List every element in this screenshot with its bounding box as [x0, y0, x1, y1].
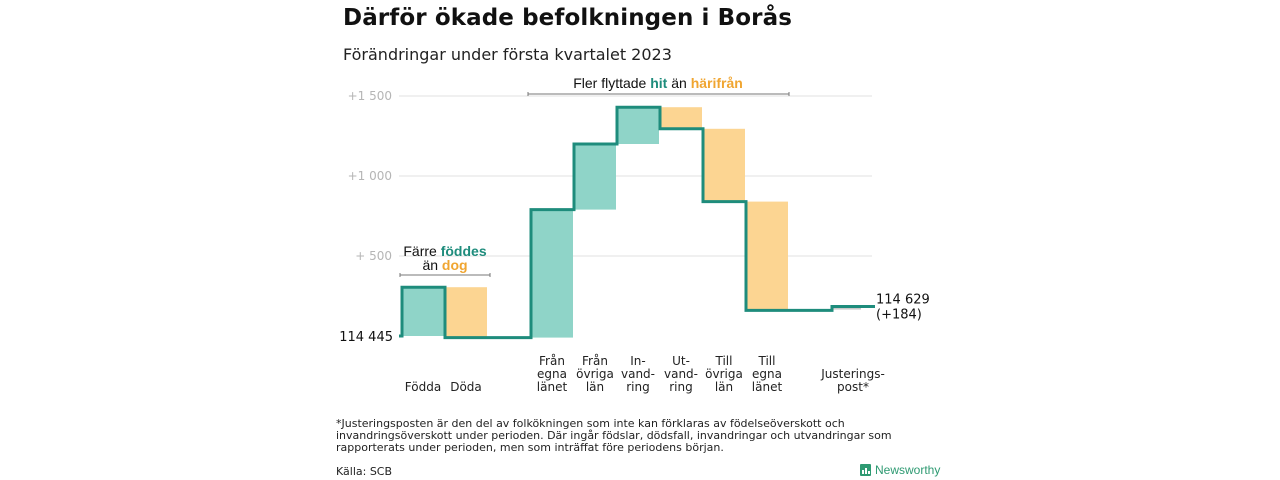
annotation-natural-line2: än dog	[422, 257, 467, 273]
annotation-highlight-hit: hit	[650, 75, 667, 91]
category-label: vand-	[621, 367, 655, 381]
source-label: Källa: SCB	[336, 465, 393, 478]
bar-döda	[445, 287, 487, 338]
end-change-label: (+184)	[876, 308, 922, 323]
category-label: In-	[630, 354, 645, 368]
chart-title: Därför ökade befolkningen i Borås	[343, 5, 793, 31]
start-value-label: 114 445	[339, 330, 393, 345]
bar-justeringspost	[833, 307, 861, 310]
category-label: län	[715, 380, 733, 394]
category-label: övriga	[705, 367, 743, 381]
bar-födda	[402, 287, 444, 336]
category-label: Justerings-	[820, 367, 885, 381]
newsworthy-logo[interactable]: Newsworthy	[860, 463, 940, 477]
category-label: länet	[752, 380, 783, 394]
end-value-label: 114 629	[876, 293, 930, 308]
cumulative-step-line	[399, 105, 875, 340]
annotation-text: Fler flyttade	[573, 75, 650, 91]
category-label: Till	[758, 354, 776, 368]
category-label: egna	[537, 367, 567, 381]
category-label: Döda	[450, 380, 482, 394]
bar-till-egna-länet	[746, 201, 788, 311]
annotation-migration: Fler flyttade hit än härifrån	[573, 75, 743, 91]
y-tick-label: +1 500	[348, 89, 392, 103]
category-label: vand-	[664, 367, 698, 381]
category-label: Från	[582, 354, 608, 368]
annotation-text: än	[667, 75, 690, 91]
brand-name: Newsworthy	[875, 463, 941, 477]
annotation-highlight-dog: dog	[442, 257, 468, 273]
category-label: Till	[715, 354, 733, 368]
bar-från-övriga-län	[574, 144, 616, 210]
annotation-highlight-harifran: härifrån	[691, 75, 743, 91]
annotation-text: än	[422, 257, 441, 273]
bar-utvandring	[660, 107, 702, 129]
bar-invandring	[617, 107, 659, 144]
category-label: ring	[669, 380, 693, 394]
category-label: Från	[539, 354, 565, 368]
annotation-natural-line1: Färre föddes	[403, 243, 486, 259]
category-label: post*	[837, 380, 869, 394]
newsworthy-icon	[860, 464, 871, 476]
annotation-highlight-foddes: föddes	[441, 243, 487, 259]
y-tick-label: + 500	[355, 249, 392, 263]
category-label: länet	[537, 380, 568, 394]
category-label: län	[586, 380, 604, 394]
category-label: övriga	[576, 367, 614, 381]
category-label: Födda	[405, 380, 441, 394]
category-label: ring	[626, 380, 650, 394]
category-label: Ut-	[672, 354, 690, 368]
y-tick-label: +1 000	[348, 169, 392, 183]
category-label: egna	[752, 367, 782, 381]
chart-subtitle: Förändringar under första kvartalet 2023	[343, 45, 672, 64]
bar-till-övriga-län	[703, 128, 745, 202]
bar-från-egna-länet	[531, 209, 573, 338]
footnote: *Justeringsposten är den del av folkökni…	[336, 417, 892, 454]
annotation-text: Färre	[403, 243, 440, 259]
